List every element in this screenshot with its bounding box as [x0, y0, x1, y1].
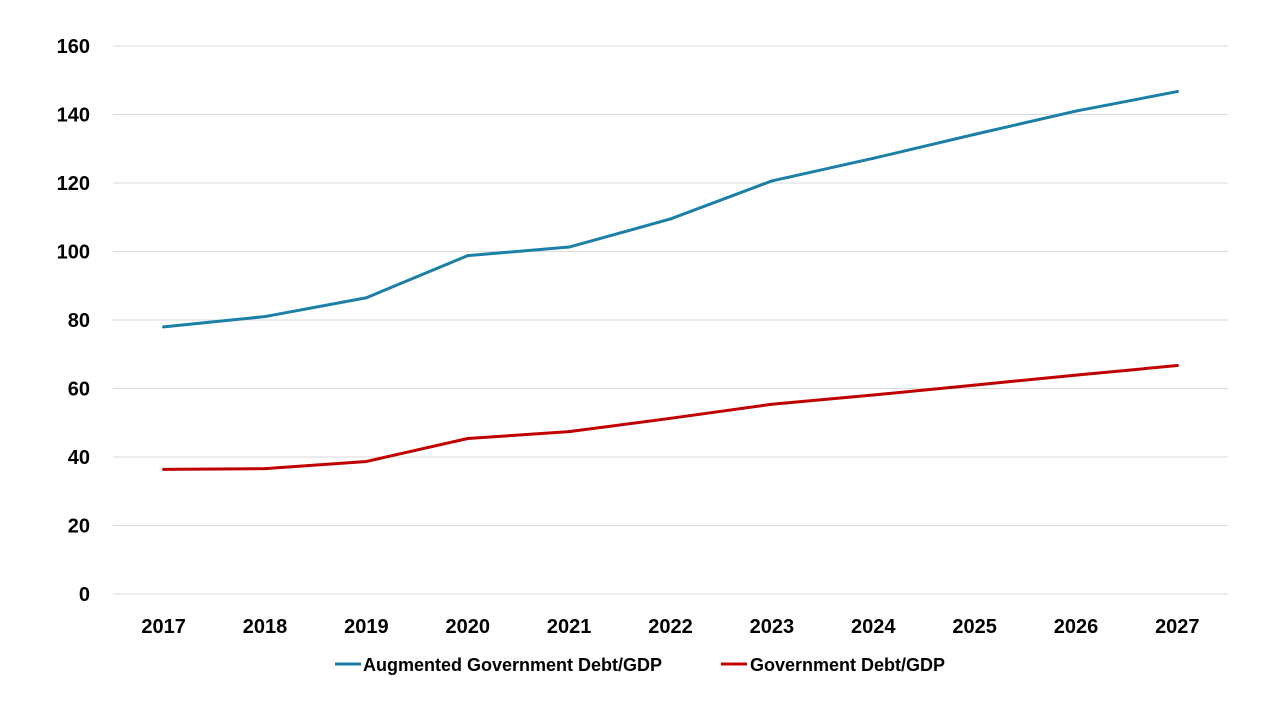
y-tick-label: 20 — [68, 516, 90, 538]
legend-label: Government Debt/GDP — [750, 655, 945, 675]
gridlines — [113, 45, 1228, 595]
x-tick-label: 2023 — [750, 616, 795, 638]
y-tick-label: 140 — [57, 105, 90, 127]
x-axis-tick-labels: 2017 2018 2019 2020 2021 2022 2023 2024 2025 2026… — [141, 616, 1199, 638]
data-point — [567, 245, 571, 249]
data-point — [466, 437, 470, 441]
x-tick-label: 2026 — [1054, 616, 1099, 638]
x-tick-label: 2017 — [141, 616, 186, 638]
data-point — [1074, 373, 1078, 377]
data-point — [162, 325, 166, 329]
data-point — [871, 393, 875, 397]
y-tick-label: 80 — [68, 310, 90, 332]
legend: Augmented Government Debt/GDP Government … — [335, 655, 945, 675]
x-tick-label: 2022 — [648, 616, 693, 638]
data-point — [1074, 109, 1078, 113]
data-point — [466, 254, 470, 258]
data-point — [364, 459, 368, 463]
data-point — [770, 402, 774, 406]
series-lines — [162, 90, 1179, 471]
y-tick-label: 160 — [57, 36, 90, 58]
x-tick-label: 2021 — [547, 616, 592, 638]
series-2 — [162, 364, 1179, 471]
x-tick-label: 2027 — [1155, 616, 1200, 638]
data-point — [263, 467, 267, 471]
y-tick-label: 40 — [68, 447, 90, 469]
legend-item: Government Debt/GDP — [721, 655, 945, 675]
data-point — [871, 156, 875, 160]
series-1 — [162, 90, 1179, 329]
x-tick-label: 2024 — [851, 616, 896, 638]
x-tick-label: 2018 — [243, 616, 288, 638]
data-point — [263, 315, 267, 319]
x-tick-label: 2025 — [952, 616, 997, 638]
legend-label: Augmented Government Debt/GDP — [363, 655, 662, 675]
data-point — [669, 416, 672, 420]
legend-item: Augmented Government Debt/GDP — [335, 655, 662, 675]
data-point — [1175, 90, 1179, 94]
series-line — [162, 90, 1179, 329]
data-point — [973, 132, 977, 136]
y-tick-label: 60 — [68, 379, 90, 401]
y-tick-label: 120 — [57, 173, 90, 195]
data-point — [567, 430, 571, 434]
x-tick-label: 2019 — [344, 616, 389, 638]
y-tick-label: 0 — [79, 584, 90, 606]
x-tick-label: 2020 — [446, 616, 491, 638]
data-point — [770, 179, 774, 183]
data-point — [973, 383, 977, 387]
data-point — [1175, 364, 1179, 368]
y-tick-label: 100 — [57, 242, 90, 264]
data-point — [162, 467, 166, 471]
y-axis-tick-labels: 0 20 40 60 80 100 120 140 160 — [57, 36, 90, 606]
data-point — [364, 296, 368, 300]
data-point — [669, 217, 672, 221]
